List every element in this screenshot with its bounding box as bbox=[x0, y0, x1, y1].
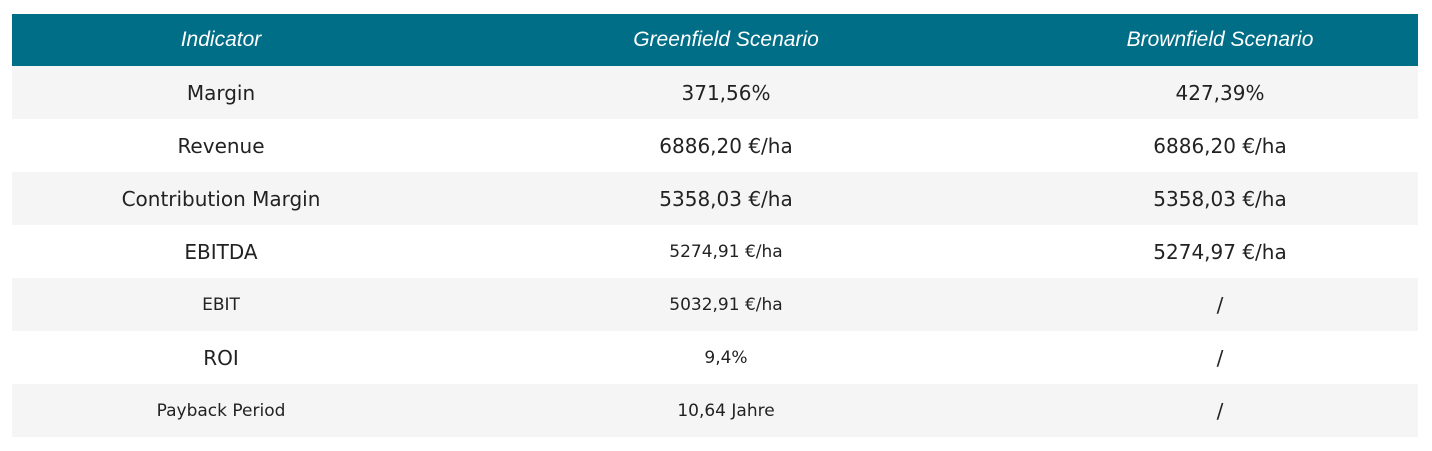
table-row: EBITDA 5274,91 €/ha 5274,97 €/ha bbox=[12, 225, 1418, 278]
cell: ROI bbox=[12, 331, 430, 384]
cell: 427,39% bbox=[1022, 66, 1418, 119]
cell: 5358,03 €/ha bbox=[430, 172, 1022, 225]
cell: / bbox=[1022, 331, 1418, 384]
header-cell: Indicator bbox=[12, 14, 430, 66]
table-row: Revenue 6886,20 €/ha 6886,20 €/ha bbox=[12, 119, 1418, 172]
cell: 6886,20 €/ha bbox=[1022, 119, 1418, 172]
cell: 5358,03 €/ha bbox=[1022, 172, 1418, 225]
cell: EBIT bbox=[12, 278, 430, 331]
cell: 371,56% bbox=[430, 66, 1022, 119]
cell: / bbox=[1022, 384, 1418, 437]
cell: 5274,97 €/ha bbox=[1022, 225, 1418, 278]
cell: EBITDA bbox=[12, 225, 430, 278]
table-row: Payback Period 10,64 Jahre / bbox=[12, 384, 1418, 437]
cell: 10,64 Jahre bbox=[430, 384, 1022, 437]
cell: Margin bbox=[12, 66, 430, 119]
cell: 6886,20 €/ha bbox=[430, 119, 1022, 172]
table-row: ROI 9,4% / bbox=[12, 331, 1418, 384]
table-row: Contribution Margin 5358,03 €/ha 5358,03 €… bbox=[12, 172, 1418, 225]
cell: / bbox=[1022, 278, 1418, 331]
cell: 9,4% bbox=[430, 331, 1022, 384]
cell: Payback Period bbox=[12, 384, 430, 437]
header-cell: Brownfield Scenario bbox=[1022, 14, 1418, 66]
header-row: Indicator Greenfield Scenario Brownfield… bbox=[12, 14, 1418, 66]
cell: 5274,91 €/ha bbox=[430, 225, 1022, 278]
table-row: Margin 371,56% 427,39% bbox=[12, 66, 1418, 119]
cell: 5032,91 €/ha bbox=[430, 278, 1022, 331]
table-row: EBIT 5032,91 €/ha / bbox=[12, 278, 1418, 331]
cell: Contribution Margin bbox=[12, 172, 430, 225]
header-cell: Greenfield Scenario bbox=[430, 14, 1022, 66]
indicator-table: Indicator Greenfield Scenario Brownfield… bbox=[12, 14, 1418, 437]
cell: Revenue bbox=[12, 119, 430, 172]
